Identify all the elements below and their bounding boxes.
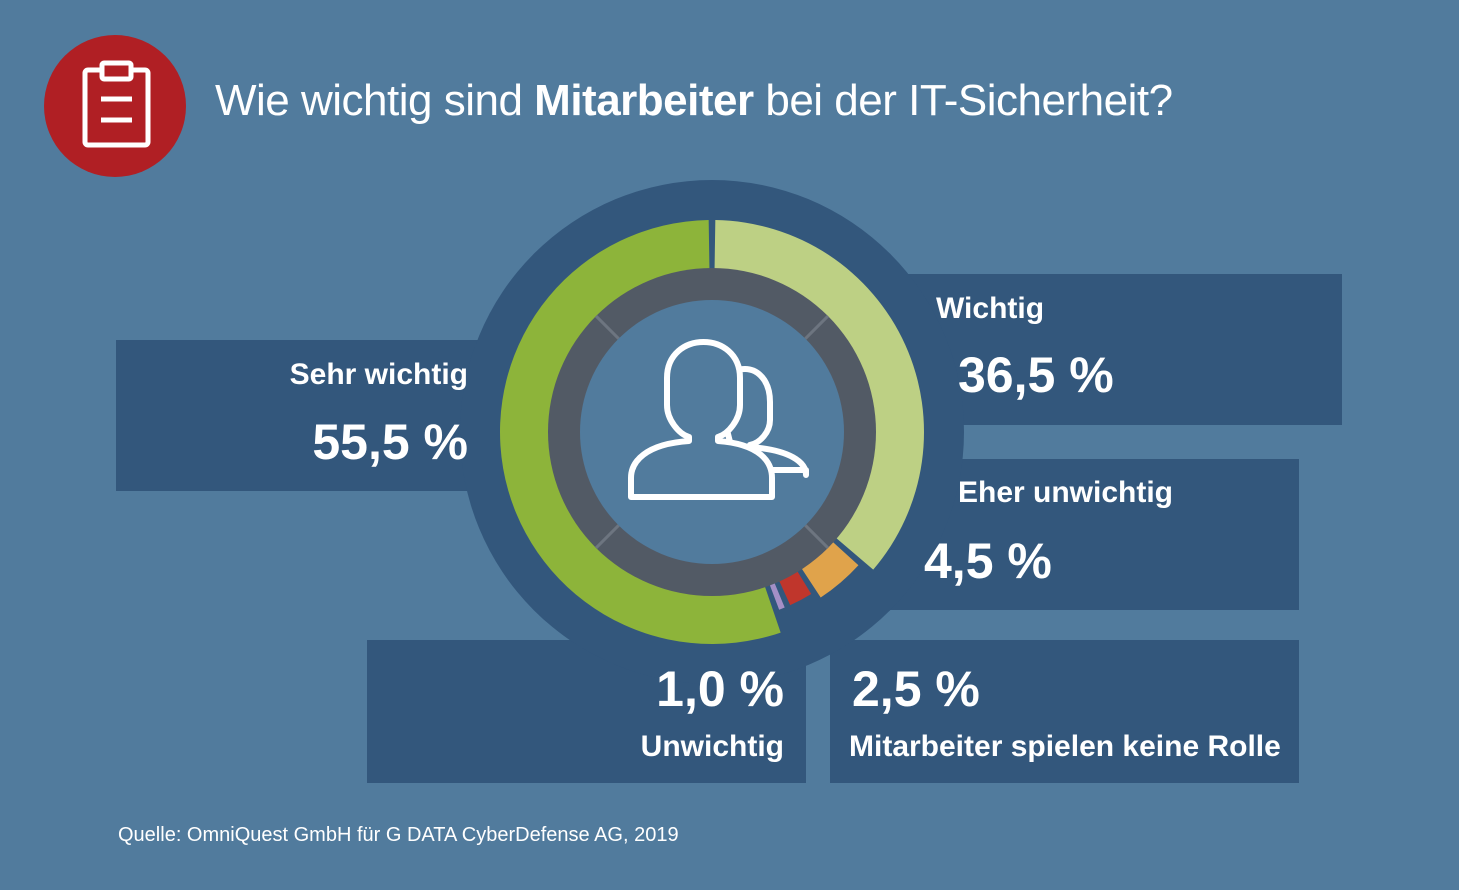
label-eher-unwichtig: Eher unwichtig — [958, 476, 1174, 509]
value-sehr-wichtig: 55,5 % — [312, 414, 468, 470]
label-wichtig: Wichtig — [936, 292, 1045, 325]
value-eher-unwichtig: 4,5 % — [924, 533, 1052, 589]
slice-sehr-wichtig — [499, 220, 781, 644]
ring-divider-3 — [594, 524, 620, 550]
ring-divider-1 — [804, 314, 830, 340]
label-keine-rolle: Mitarbeiter spielen keine Rolle — [849, 730, 1281, 763]
title-text-pre: Wie wichtig sind — [215, 76, 535, 125]
box-keine-rolle — [830, 640, 1299, 783]
title-text-post: bei der IT-Sicherheit? — [753, 76, 1173, 125]
source-note: Quelle: OmniQuest GmbH für G DATA CyberD… — [118, 824, 679, 846]
ring-divider-4 — [594, 314, 620, 340]
value-keine-rolle: 2,5 % — [852, 661, 980, 717]
page-title: Wie wichtig sind Mitarbeiter bei der IT-… — [215, 76, 1173, 126]
label-unwichtig: Unwichtig — [640, 730, 784, 763]
value-unwichtig: 1,0 % — [656, 661, 784, 717]
title-text-bold: Mitarbeiter — [534, 76, 754, 125]
ring-divider-2 — [804, 524, 830, 550]
value-wichtig: 36,5 % — [958, 347, 1114, 403]
clipboard-icon — [82, 60, 151, 148]
slice-wichtig — [714, 220, 925, 570]
users-icon — [628, 339, 809, 500]
label-sehr-wichtig: Sehr wichtig — [289, 358, 468, 391]
clipboard-icon-badge — [44, 35, 186, 177]
